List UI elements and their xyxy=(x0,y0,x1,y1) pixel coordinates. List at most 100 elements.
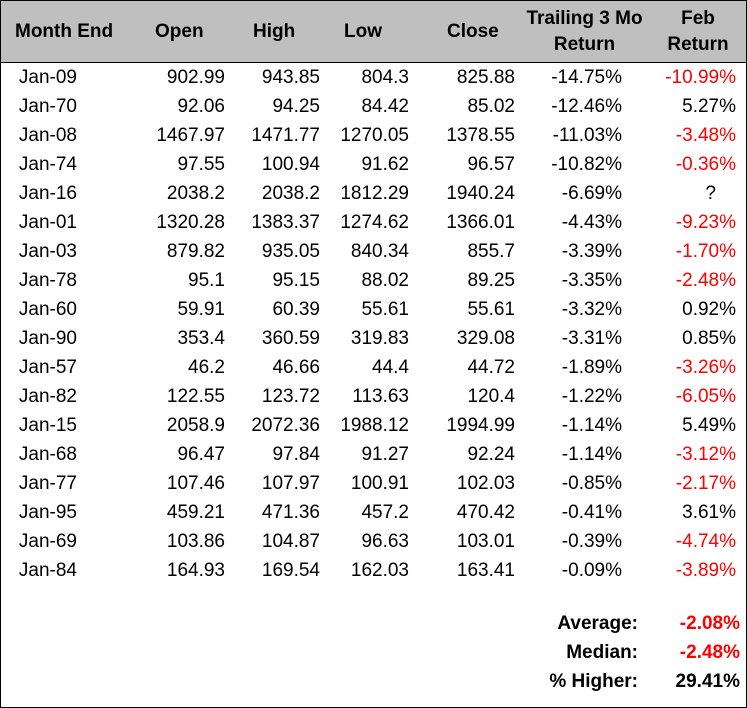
cell-high[interactable]: 471.36 xyxy=(261,501,320,523)
cell-close[interactable]: 825.88 xyxy=(456,66,515,88)
cell-low[interactable]: 88.02 xyxy=(361,269,409,291)
cell-feb-return[interactable]: -4.74% xyxy=(675,530,736,552)
cell-high[interactable]: 60.39 xyxy=(272,298,320,320)
cell-month-end[interactable]: Jan-74 xyxy=(18,153,77,175)
cell-low[interactable]: 840.34 xyxy=(350,240,409,262)
cell-open[interactable]: 1320.28 xyxy=(156,211,225,233)
cell-feb-return[interactable]: 0.92% xyxy=(682,298,736,320)
cell-feb-return[interactable]: -2.17% xyxy=(675,472,736,494)
cell-high[interactable]: 935.05 xyxy=(261,240,320,262)
cell-high[interactable]: 104.87 xyxy=(261,530,320,552)
cell-low[interactable]: 113.63 xyxy=(352,385,409,407)
cell-close[interactable]: 96.57 xyxy=(467,153,515,175)
cell-close[interactable]: 44.72 xyxy=(467,356,515,378)
cell-month-end[interactable]: Jan-15 xyxy=(18,414,77,436)
cell-feb-return[interactable]: -2.48% xyxy=(675,269,736,291)
summary-label[interactable]: Average: xyxy=(557,612,638,634)
cell-high[interactable]: 107.97 xyxy=(261,472,320,494)
header-feb-return[interactable]: Feb Return xyxy=(650,1,746,63)
cell-month-end[interactable]: Jan-09 xyxy=(18,66,77,88)
cell-feb-return[interactable]: -9.23% xyxy=(675,211,736,233)
cell-close[interactable]: 103.01 xyxy=(456,530,515,552)
cell-low[interactable]: 84.42 xyxy=(361,95,409,117)
cell-feb-return[interactable]: -3.26% xyxy=(675,356,736,378)
cell-trailing-return[interactable]: -11.03% xyxy=(552,124,622,146)
cell-close[interactable]: 1940.24 xyxy=(446,182,515,204)
cell-feb-return[interactable]: -1.70% xyxy=(675,240,736,262)
summary-label[interactable]: Median: xyxy=(566,641,638,663)
cell-month-end[interactable]: Jan-82 xyxy=(18,385,77,407)
header-open[interactable]: Open xyxy=(133,1,229,63)
summary-label[interactable]: % Higher: xyxy=(549,671,638,692)
cell-month-end[interactable]: Jan-95 xyxy=(18,501,77,523)
cell-trailing-return[interactable]: -1.89% xyxy=(561,356,622,378)
cell-open[interactable]: 107.46 xyxy=(166,472,225,494)
cell-low[interactable]: 1270.05 xyxy=(340,124,409,146)
cell-high[interactable]: 2072.36 xyxy=(251,414,320,436)
cell-trailing-return[interactable]: -0.41% xyxy=(561,501,622,523)
cell-open[interactable]: 95.1 xyxy=(188,269,225,291)
header-month-end[interactable]: Month End xyxy=(1,1,133,63)
cell-trailing-return[interactable]: -14.75% xyxy=(551,66,622,88)
cell-feb-return[interactable]: -0.36% xyxy=(675,153,736,175)
cell-low[interactable]: 100.91 xyxy=(350,472,409,494)
cell-close[interactable]: 55.61 xyxy=(467,298,515,320)
cell-trailing-return[interactable]: -3.35% xyxy=(561,269,622,291)
cell-low[interactable]: 1812.29 xyxy=(340,182,409,204)
cell-low[interactable]: 1274.62 xyxy=(340,211,409,233)
cell-month-end[interactable]: Jan-69 xyxy=(18,530,77,552)
cell-high[interactable]: 94.25 xyxy=(272,95,320,117)
header-high[interactable]: High xyxy=(229,1,320,63)
cell-trailing-return[interactable]: -1.22% xyxy=(561,385,622,407)
cell-feb-return[interactable]: 5.27% xyxy=(682,95,736,117)
cell-high[interactable]: 46.66 xyxy=(272,356,320,378)
cell-open[interactable]: 59.91 xyxy=(177,298,225,320)
cell-trailing-return[interactable]: -0.39% xyxy=(561,530,622,552)
cell-month-end[interactable]: Jan-01 xyxy=(18,211,77,233)
cell-trailing-return[interactable]: -3.32% xyxy=(561,298,622,320)
cell-low[interactable]: 319.83 xyxy=(350,327,409,349)
cell-feb-return[interactable]: 5.49% xyxy=(682,414,736,436)
cell-high[interactable]: 360.59 xyxy=(261,327,320,349)
header-close[interactable]: Close xyxy=(417,1,519,63)
cell-low[interactable]: 804.3 xyxy=(361,66,409,88)
cell-trailing-return[interactable]: -10.82% xyxy=(551,153,622,175)
cell-trailing-return[interactable]: -0.09% xyxy=(561,559,622,581)
cell-trailing-return[interactable]: -3.31% xyxy=(561,327,622,349)
cell-low[interactable]: 96.63 xyxy=(361,530,409,552)
cell-high[interactable]: 100.94 xyxy=(261,153,320,175)
cell-high[interactable]: 2038.2 xyxy=(261,182,320,204)
cell-open[interactable]: 2058.9 xyxy=(166,414,225,436)
cell-low[interactable]: 55.61 xyxy=(361,298,409,320)
summary-value[interactable]: 29.41% xyxy=(675,671,740,692)
cell-trailing-return[interactable]: -1.14% xyxy=(561,443,622,465)
cell-month-end[interactable]: Jan-84 xyxy=(18,559,77,581)
cell-feb-return[interactable]: -6.05% xyxy=(675,385,736,407)
cell-high[interactable]: 123.72 xyxy=(261,385,320,407)
cell-close[interactable]: 92.24 xyxy=(467,443,515,465)
cell-close[interactable]: 1378.55 xyxy=(446,124,515,146)
cell-close[interactable]: 470.42 xyxy=(456,501,515,523)
cell-open[interactable]: 97.55 xyxy=(177,153,225,175)
cell-close[interactable]: 120.4 xyxy=(467,385,515,407)
cell-open[interactable]: 103.86 xyxy=(166,530,225,552)
cell-low[interactable]: 1988.12 xyxy=(340,414,409,436)
cell-month-end[interactable]: Jan-78 xyxy=(18,269,77,291)
cell-feb-return[interactable]: 0.85% xyxy=(682,327,736,349)
cell-low[interactable]: 44.4 xyxy=(372,356,409,378)
cell-month-end[interactable]: Jan-68 xyxy=(18,443,77,465)
cell-open[interactable]: 459.21 xyxy=(166,501,225,523)
cell-open[interactable]: 1467.97 xyxy=(156,124,225,146)
cell-month-end[interactable]: Jan-60 xyxy=(18,298,77,320)
cell-open[interactable]: 92.06 xyxy=(177,95,225,117)
cell-month-end[interactable]: Jan-03 xyxy=(18,240,77,262)
cell-feb-return[interactable]: -10.99% xyxy=(665,66,736,88)
cell-month-end[interactable]: Jan-57 xyxy=(18,356,77,378)
cell-month-end[interactable]: Jan-16 xyxy=(18,182,77,204)
cell-trailing-return[interactable]: -4.43% xyxy=(561,211,622,233)
cell-close[interactable]: 89.25 xyxy=(467,269,515,291)
cell-open[interactable]: 96.47 xyxy=(177,443,225,465)
cell-feb-return[interactable]: ? xyxy=(705,182,716,204)
summary-value[interactable]: -2.08% xyxy=(679,612,740,634)
cell-feb-return[interactable]: -3.12% xyxy=(675,443,736,465)
